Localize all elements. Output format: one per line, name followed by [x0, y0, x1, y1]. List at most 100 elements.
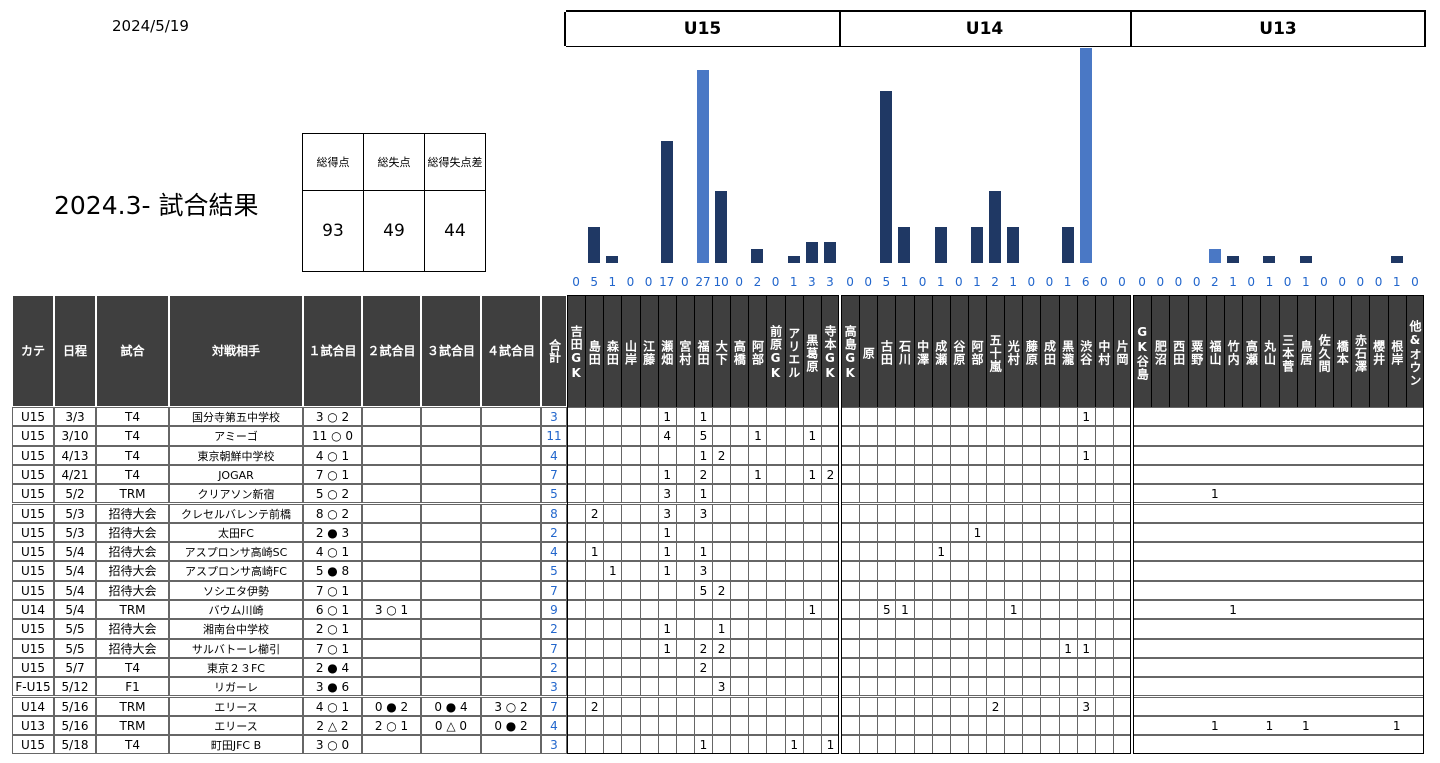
goal-cell: [1040, 600, 1059, 620]
goal-cell: [986, 638, 1005, 658]
goal-cell: [1205, 407, 1224, 427]
player-header: 森田: [603, 295, 622, 407]
goal-cell: [1369, 715, 1388, 736]
goal-cell: [748, 580, 767, 600]
goal-cell: [784, 426, 803, 446]
goal-cell: [802, 696, 821, 716]
goal-cell: [895, 561, 914, 581]
goal-cell: [748, 677, 767, 697]
goal-cell: [1112, 484, 1131, 504]
goal-cell: [877, 696, 896, 716]
goal-cell: [730, 542, 749, 562]
goal-cell: 1: [802, 426, 821, 446]
goal-cell: [1242, 407, 1261, 427]
row-cell: [421, 619, 481, 639]
goal-cell: [967, 503, 986, 523]
goal-cell: [1242, 619, 1261, 639]
goal-cell: [859, 677, 878, 697]
goal-cell: [1387, 484, 1406, 504]
goal-cell: [1296, 561, 1315, 581]
goal-cell: [585, 426, 604, 446]
goal-cell: [1405, 580, 1424, 600]
goal-cell: [1260, 600, 1279, 620]
row-cell: [421, 677, 481, 697]
goal-cell: [841, 600, 860, 620]
goal-cell: [567, 464, 586, 485]
goal-cell: [1242, 638, 1261, 658]
goal-cell: [802, 715, 821, 736]
goal-cell: [949, 715, 968, 736]
goal-cell: [1058, 696, 1077, 716]
goal-cell: [1387, 542, 1406, 562]
goal-cell: 2: [820, 464, 839, 485]
goal-cell: [1187, 696, 1206, 716]
goal-cell: [1076, 677, 1095, 697]
goal-cell: [766, 657, 785, 678]
goal-cell: [1004, 715, 1023, 736]
report-date: 2024/5/19: [112, 17, 189, 35]
goal-cell: [802, 542, 821, 562]
goal-cell: [639, 715, 658, 736]
row-cell: [421, 445, 481, 465]
goal-cell: [1133, 407, 1152, 427]
goal-bar: [715, 191, 728, 263]
goal-cell: [1040, 638, 1059, 658]
goal-cell: [603, 619, 622, 639]
goal-cell: [621, 561, 640, 581]
goal-cell: [877, 619, 896, 639]
group-u15: U15: [564, 12, 841, 46]
goal-count: 1: [789, 275, 798, 289]
goal-cell: [820, 407, 839, 427]
goal-cell: [931, 715, 950, 736]
goal-cell: [1333, 580, 1352, 600]
goal-cell: [986, 484, 1005, 504]
goal-cell: [639, 464, 658, 485]
player-header: 丸山: [1260, 295, 1279, 407]
goal-cell: [1369, 677, 1388, 697]
goal-cell: [1260, 407, 1279, 427]
row-total: 4: [541, 542, 567, 562]
goal-cell: [1296, 503, 1315, 523]
goal-cell: [1223, 484, 1243, 504]
goal-cell: [766, 407, 785, 427]
goal-cell: [1151, 426, 1170, 446]
goal-cell: [859, 503, 878, 523]
goal-cell: [712, 503, 731, 523]
row-cell: U15: [12, 407, 54, 427]
goal-cell: [585, 657, 604, 678]
total-conceded-label: 総失点: [363, 133, 425, 191]
goal-bar: [970, 227, 983, 263]
goal-bar: [1390, 255, 1403, 263]
goal-cell: [967, 735, 986, 755]
row-cell: 招待大会: [96, 619, 169, 639]
goal-cell: [1112, 503, 1131, 523]
goal-cell: [1076, 426, 1095, 446]
goal-cell: [1022, 522, 1041, 543]
goal-cell: [877, 735, 896, 755]
row-cell: 5 ○ 2: [303, 484, 362, 504]
goal-cell: 3: [693, 561, 713, 581]
goal-cell: [784, 696, 803, 716]
goal-cell: [1278, 619, 1297, 639]
goal-cell: [949, 696, 968, 716]
goal-cell: [1094, 619, 1113, 639]
goal-cell: 1: [1296, 715, 1315, 736]
player-header: 黒瀧: [1058, 295, 1077, 407]
goal-cell: [1387, 426, 1406, 446]
row-cell: [362, 561, 421, 581]
goal-cell: [986, 426, 1005, 446]
player-header: 中村: [1094, 295, 1113, 407]
goal-count: 0: [1174, 275, 1183, 289]
player-header: 高橋: [730, 295, 749, 407]
goal-cell: [675, 600, 694, 620]
goal-cell: [949, 445, 968, 465]
goal-cell: [730, 715, 749, 736]
goal-cell: [986, 735, 1005, 755]
goal-cell: [1169, 522, 1188, 543]
goal-cell: [1004, 464, 1023, 485]
goal-cell: 1: [693, 484, 713, 504]
goal-cell: [1076, 600, 1095, 620]
goal-cell: [1405, 426, 1424, 446]
goal-cell: [639, 735, 658, 755]
goal-cell: [730, 484, 749, 504]
